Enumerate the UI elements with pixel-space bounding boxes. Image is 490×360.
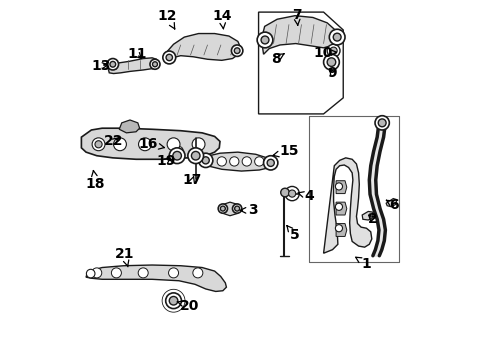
Circle shape	[289, 190, 296, 197]
Text: 21: 21	[115, 247, 134, 267]
Circle shape	[169, 148, 185, 163]
Polygon shape	[220, 202, 240, 216]
Circle shape	[169, 296, 178, 305]
Text: 16: 16	[139, 137, 165, 151]
Text: 20: 20	[177, 299, 199, 313]
Circle shape	[231, 45, 243, 57]
Circle shape	[218, 204, 227, 213]
Circle shape	[281, 188, 289, 197]
Circle shape	[166, 293, 181, 309]
Text: 1: 1	[356, 257, 371, 271]
Circle shape	[150, 59, 160, 69]
Circle shape	[139, 138, 151, 151]
Circle shape	[327, 58, 336, 66]
Circle shape	[375, 116, 390, 130]
Text: 18: 18	[86, 171, 105, 190]
Circle shape	[167, 138, 180, 151]
Circle shape	[335, 183, 343, 190]
Polygon shape	[166, 33, 241, 62]
Circle shape	[110, 62, 116, 67]
Circle shape	[378, 119, 386, 127]
Circle shape	[335, 203, 343, 210]
Text: 11: 11	[127, 47, 147, 61]
Circle shape	[333, 33, 341, 41]
Polygon shape	[262, 16, 339, 54]
Circle shape	[107, 59, 119, 70]
Polygon shape	[362, 211, 373, 220]
Circle shape	[138, 268, 148, 278]
Circle shape	[198, 153, 213, 167]
Circle shape	[330, 47, 337, 54]
Circle shape	[261, 36, 269, 44]
Text: 15: 15	[273, 144, 299, 158]
Circle shape	[257, 32, 273, 48]
Circle shape	[169, 268, 178, 278]
Text: 6: 6	[386, 198, 399, 212]
Polygon shape	[336, 224, 347, 237]
Circle shape	[152, 62, 157, 67]
Text: 8: 8	[271, 51, 284, 66]
Text: 22: 22	[104, 134, 123, 148]
Circle shape	[95, 141, 102, 148]
Circle shape	[192, 138, 205, 151]
Circle shape	[163, 51, 176, 64]
Circle shape	[188, 148, 203, 163]
Polygon shape	[386, 199, 397, 207]
Text: 19: 19	[156, 154, 175, 168]
Polygon shape	[336, 181, 347, 194]
Circle shape	[86, 269, 95, 278]
Circle shape	[166, 54, 172, 61]
Text: 5: 5	[287, 226, 300, 242]
Text: 13: 13	[91, 59, 111, 73]
Text: 2: 2	[368, 212, 378, 226]
Polygon shape	[86, 265, 226, 292]
Text: 14: 14	[212, 9, 232, 29]
Circle shape	[264, 156, 278, 170]
Text: 12: 12	[158, 9, 177, 29]
Circle shape	[192, 152, 200, 160]
Text: 9: 9	[328, 66, 337, 80]
Polygon shape	[201, 152, 273, 171]
Text: 4: 4	[298, 189, 314, 203]
Circle shape	[230, 157, 239, 166]
Polygon shape	[109, 58, 157, 73]
Circle shape	[285, 186, 299, 201]
Circle shape	[173, 152, 181, 160]
Circle shape	[335, 225, 343, 232]
Circle shape	[92, 268, 102, 278]
Circle shape	[202, 157, 209, 164]
Circle shape	[111, 268, 122, 278]
Circle shape	[329, 29, 345, 45]
Circle shape	[255, 157, 264, 166]
Circle shape	[232, 204, 242, 213]
Circle shape	[327, 44, 340, 57]
Circle shape	[217, 157, 226, 166]
Text: 7: 7	[292, 8, 302, 25]
Text: 10: 10	[313, 46, 337, 60]
Polygon shape	[81, 128, 220, 159]
Circle shape	[220, 206, 225, 211]
Circle shape	[234, 48, 240, 54]
Circle shape	[193, 268, 203, 278]
Text: 17: 17	[183, 173, 202, 187]
Polygon shape	[323, 158, 372, 253]
Polygon shape	[119, 120, 140, 133]
Circle shape	[242, 157, 251, 166]
Circle shape	[323, 54, 339, 70]
Polygon shape	[162, 145, 184, 158]
Circle shape	[92, 138, 105, 151]
Circle shape	[267, 159, 274, 166]
Text: 3: 3	[240, 203, 258, 217]
Circle shape	[235, 206, 240, 211]
Circle shape	[114, 138, 126, 151]
Circle shape	[174, 147, 183, 155]
Polygon shape	[336, 202, 347, 215]
